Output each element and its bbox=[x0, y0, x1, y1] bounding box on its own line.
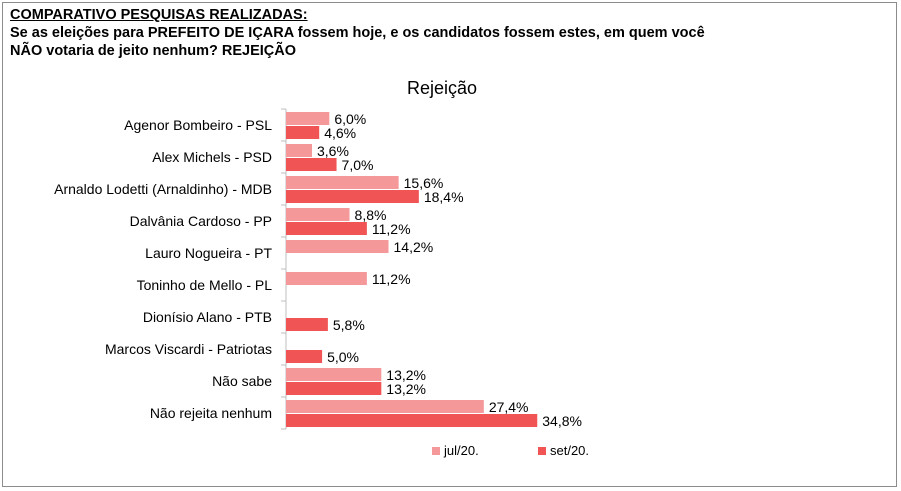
bar-jul bbox=[286, 144, 312, 157]
legend-label: set/20. bbox=[550, 443, 589, 458]
bar-set bbox=[286, 158, 337, 171]
category-label: Alex Michels - PSD bbox=[152, 149, 272, 165]
data-label: 7,0% bbox=[342, 157, 374, 173]
bar-set bbox=[286, 382, 382, 395]
category-label: Lauro Nogueira - PT bbox=[145, 245, 272, 261]
bar-jul bbox=[286, 176, 399, 189]
data-label: 27,4% bbox=[489, 399, 529, 415]
bar-jul bbox=[286, 112, 330, 125]
category-label: Dionísio Alano - PTB bbox=[143, 309, 272, 325]
category-label: Dalvânia Cardoso - PP bbox=[130, 213, 272, 229]
data-label: 5,8% bbox=[333, 317, 365, 333]
data-label: 14,2% bbox=[394, 239, 434, 255]
data-label: 34,8% bbox=[542, 413, 582, 429]
legend-label: jul/20. bbox=[443, 443, 479, 458]
data-label: 13,2% bbox=[386, 381, 426, 397]
data-label: 13,2% bbox=[386, 367, 426, 383]
bar-jul bbox=[286, 240, 389, 253]
category-label: Não rejeita nenhum bbox=[150, 405, 272, 421]
bar-jul bbox=[286, 368, 382, 381]
question-line-2: NÃO votaria de jeito nenhum? REJEIÇÃO bbox=[10, 43, 297, 59]
data-label: 11,2% bbox=[372, 221, 411, 237]
data-label: 3,6% bbox=[317, 143, 349, 159]
bar-set bbox=[286, 350, 323, 363]
bar-set bbox=[286, 126, 320, 139]
data-label: 11,2% bbox=[372, 271, 411, 287]
category-label: Arnaldo Lodetti (Arnaldinho) - MDB bbox=[54, 181, 272, 197]
data-label: 15,6% bbox=[404, 175, 444, 191]
question-line-1: Se as eleições para PREFEITO DE IÇARA fo… bbox=[10, 25, 705, 41]
data-label: 8,8% bbox=[355, 207, 387, 223]
data-label: 18,4% bbox=[424, 189, 464, 205]
bar-set bbox=[286, 318, 328, 331]
category-label: Marcos Viscardi - Patriotas bbox=[105, 341, 272, 357]
category-label: Agenor Bombeiro - PSL bbox=[124, 117, 272, 133]
bar-set bbox=[286, 414, 538, 427]
bar-set bbox=[286, 190, 419, 203]
bar-jul bbox=[286, 400, 484, 413]
chart-title: Rejeição bbox=[407, 78, 478, 98]
data-label: 6,0% bbox=[334, 111, 366, 127]
bar-jul bbox=[286, 272, 367, 285]
data-label: 5,0% bbox=[327, 349, 359, 365]
legend-swatch-set bbox=[538, 447, 546, 455]
data-label: 4,6% bbox=[324, 125, 356, 141]
category-label: Não sabe bbox=[212, 373, 272, 389]
bar-set bbox=[286, 222, 367, 235]
legend-swatch-jul bbox=[432, 447, 440, 455]
report-header: COMPARATIVO PESQUISAS REALIZADAS: Se as … bbox=[10, 6, 890, 60]
category-label: Toninho de Mello - PL bbox=[137, 277, 273, 293]
report-heading: COMPARATIVO PESQUISAS REALIZADAS: bbox=[10, 7, 308, 23]
bar-jul bbox=[286, 208, 350, 221]
